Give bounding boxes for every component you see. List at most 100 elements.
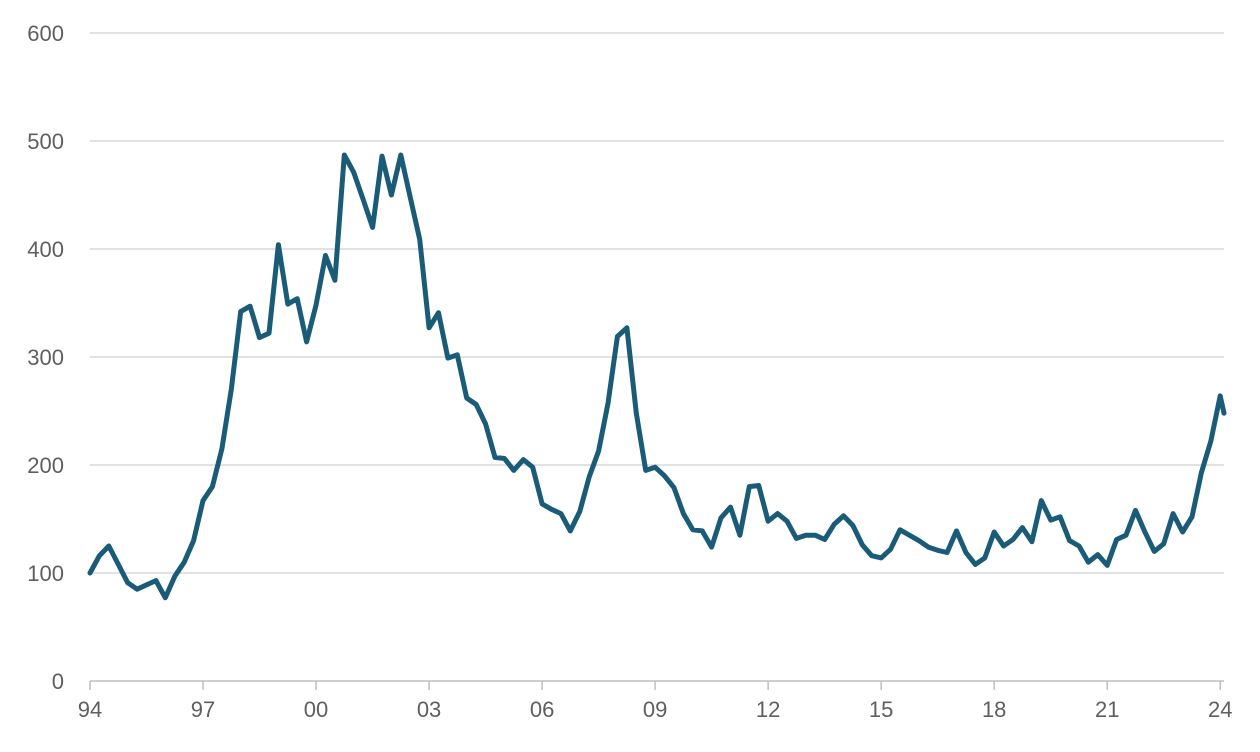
y-tick-label: 200 bbox=[27, 453, 64, 478]
data-point bbox=[1199, 470, 1204, 475]
x-axis-tick-labels: 94 97 00 03 06 09 12 15 18 21 24 bbox=[78, 697, 1233, 722]
data-point bbox=[238, 309, 243, 314]
data-point bbox=[1142, 529, 1148, 535]
y-tick-label: 300 bbox=[27, 345, 64, 370]
data-point bbox=[285, 301, 290, 307]
x-tick-label: 06 bbox=[530, 697, 554, 722]
y-tick-label: 600 bbox=[27, 21, 64, 46]
series-line bbox=[87, 152, 1227, 601]
data-point bbox=[210, 484, 215, 489]
data-point bbox=[718, 515, 724, 521]
data-point bbox=[370, 225, 375, 230]
data-point bbox=[1039, 498, 1044, 503]
data-point bbox=[521, 457, 526, 462]
data-point bbox=[860, 542, 865, 548]
data-point bbox=[831, 522, 837, 527]
data-point bbox=[257, 335, 262, 340]
data-point bbox=[775, 511, 780, 516]
data-point bbox=[313, 303, 319, 308]
data-point bbox=[1114, 537, 1119, 542]
data-point bbox=[295, 296, 300, 301]
data-point bbox=[1221, 411, 1227, 416]
data-point bbox=[116, 562, 121, 567]
data-point bbox=[182, 560, 187, 565]
data-point bbox=[492, 455, 498, 460]
y-tick-label: 0 bbox=[52, 669, 64, 694]
data-point bbox=[879, 555, 884, 561]
data-point bbox=[1152, 549, 1157, 554]
data-point bbox=[935, 548, 940, 553]
data-point bbox=[530, 465, 535, 470]
data-point bbox=[577, 509, 582, 514]
data-point bbox=[323, 253, 328, 258]
data-point bbox=[615, 334, 620, 339]
data-point bbox=[1057, 514, 1063, 519]
data-point bbox=[1133, 508, 1138, 513]
data-point bbox=[926, 544, 931, 550]
data-point bbox=[1048, 517, 1053, 523]
data-point bbox=[747, 484, 752, 489]
data-point bbox=[1076, 543, 1082, 549]
data-point bbox=[907, 533, 912, 538]
data-point bbox=[163, 595, 168, 600]
data-point bbox=[483, 421, 488, 427]
data-point bbox=[1095, 552, 1101, 557]
data-point bbox=[784, 519, 790, 524]
data-point bbox=[671, 485, 677, 490]
x-tick-label: 94 bbox=[78, 697, 102, 722]
data-point bbox=[389, 192, 394, 198]
data-point bbox=[1029, 539, 1035, 544]
data-point bbox=[97, 553, 102, 558]
x-tick-label: 12 bbox=[756, 697, 780, 722]
data-point bbox=[436, 310, 441, 315]
data-point bbox=[982, 555, 987, 561]
data-point bbox=[153, 578, 159, 583]
data-point bbox=[511, 468, 516, 473]
data-point bbox=[596, 448, 601, 454]
data-point bbox=[134, 587, 140, 592]
series-group bbox=[87, 152, 1227, 601]
data-point bbox=[1189, 514, 1195, 519]
data-point bbox=[1170, 511, 1176, 516]
data-point bbox=[944, 550, 950, 555]
data-point bbox=[624, 325, 630, 330]
x-tick-label: 03 bbox=[417, 697, 441, 722]
x-tick-label: 21 bbox=[1095, 697, 1119, 722]
y-axis-tick-labels: 0 100 200 300 400 500 600 bbox=[27, 21, 64, 694]
data-point bbox=[888, 547, 893, 552]
data-point bbox=[276, 242, 281, 247]
data-point bbox=[643, 468, 648, 473]
x-tick-label: 15 bbox=[869, 697, 893, 722]
data-point bbox=[200, 498, 206, 503]
data-point bbox=[417, 237, 422, 242]
data-point bbox=[803, 533, 808, 538]
data-point bbox=[794, 536, 799, 541]
data-point bbox=[398, 152, 403, 158]
data-point bbox=[568, 528, 573, 534]
data-point bbox=[474, 402, 479, 407]
data-point bbox=[539, 501, 545, 507]
data-point bbox=[954, 528, 959, 534]
data-point bbox=[1218, 393, 1223, 399]
data-point bbox=[455, 352, 460, 357]
data-point bbox=[1001, 543, 1006, 549]
data-point bbox=[219, 446, 225, 451]
data-point bbox=[172, 574, 177, 579]
x-axis-ticks bbox=[89, 681, 1221, 690]
data-point bbox=[191, 538, 196, 543]
data-point bbox=[841, 513, 846, 518]
data-point bbox=[1180, 529, 1185, 535]
data-point bbox=[737, 533, 743, 538]
data-point bbox=[728, 504, 733, 510]
data-point bbox=[229, 387, 234, 392]
data-point bbox=[765, 519, 771, 524]
x-tick-label: 97 bbox=[191, 697, 215, 722]
x-tick-label: 09 bbox=[643, 697, 667, 722]
data-point bbox=[690, 527, 695, 532]
data-point bbox=[963, 550, 969, 555]
data-point bbox=[426, 325, 432, 330]
data-point bbox=[1020, 525, 1025, 530]
data-point bbox=[1208, 439, 1214, 444]
y-tick-label: 100 bbox=[27, 561, 64, 586]
data-point bbox=[662, 473, 667, 478]
